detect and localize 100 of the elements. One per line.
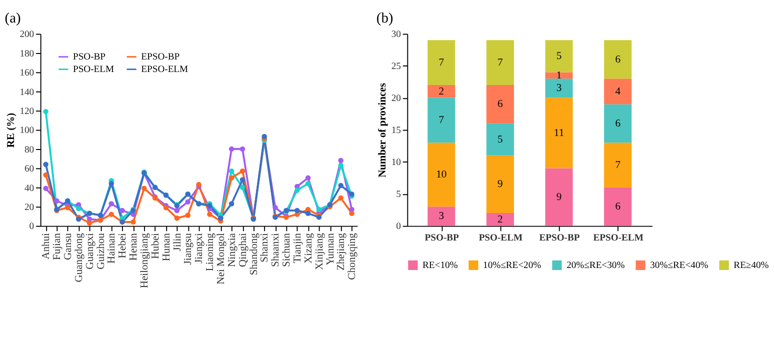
y-tick-label: 80 — [24, 144, 34, 156]
point — [130, 219, 136, 225]
x-tick-label: Nei Mongol — [216, 232, 227, 284]
y-tick-label: 140 — [20, 86, 34, 98]
x-tick-label: Jilin — [172, 232, 184, 252]
x-tick-label: Shanxi — [260, 232, 271, 262]
data-label: 7 — [438, 115, 444, 126]
point — [272, 204, 278, 210]
x-tick-label: Ningxia — [226, 232, 238, 268]
y-tick-label: 180 — [20, 48, 34, 60]
point — [108, 212, 114, 217]
x-tick-label: Guangxi — [84, 232, 96, 270]
point — [228, 168, 234, 174]
x-tick-label: Guizhou — [96, 232, 107, 270]
x-tick-label: Tianjin — [292, 232, 304, 264]
x-tick-label: Jiangsu — [183, 232, 194, 265]
point — [305, 180, 311, 186]
point — [294, 208, 300, 214]
point — [338, 195, 344, 201]
point — [185, 212, 190, 218]
point — [294, 188, 300, 193]
legend-label: RE<10% — [422, 260, 458, 272]
y-tick-label: 100 — [20, 125, 34, 136]
x-tick-label: Hubei — [150, 232, 162, 259]
x-tick-label: Hebei — [118, 232, 129, 258]
x-tick-label: PSO-ELM — [478, 232, 523, 244]
legend-label: 30%≤RE<40% — [650, 260, 708, 272]
x-tick-label: Chongqing — [347, 232, 358, 280]
bar — [428, 98, 456, 143]
bar — [428, 142, 456, 207]
bar — [545, 72, 573, 79]
chart-title: (b) — [376, 10, 394, 26]
x-tick-label: PSO-BP — [424, 232, 460, 244]
point — [174, 216, 180, 221]
legend-label: 20%≤RE<30% — [566, 260, 625, 272]
bar — [604, 78, 632, 104]
point — [120, 208, 125, 214]
data-label: 7 — [615, 160, 620, 171]
y-tick-label: 160 — [20, 68, 34, 79]
point — [76, 206, 82, 212]
x-tick-label: Sichuan — [282, 232, 293, 268]
point — [240, 184, 246, 190]
data-label: 6 — [615, 118, 620, 130]
y-tick-label: 5 — [396, 189, 402, 200]
bar — [604, 187, 632, 226]
point — [338, 158, 344, 164]
point — [338, 182, 344, 188]
point — [43, 162, 48, 168]
data-label: 7 — [498, 57, 503, 68]
data-label: 2 — [498, 214, 503, 226]
data-label: 7 — [438, 57, 444, 68]
bar — [545, 168, 573, 226]
point — [174, 208, 180, 214]
point — [108, 201, 114, 206]
x-tick-label: EPSO-ELM — [593, 232, 644, 244]
point — [228, 146, 234, 152]
y-tick-label: 30 — [391, 29, 402, 40]
legend-label: 10%≤RE<20% — [483, 260, 542, 272]
y-tick-label: 10 — [391, 157, 402, 168]
point — [305, 175, 311, 180]
x-tick-label: Hainan — [106, 232, 118, 264]
point — [43, 186, 48, 192]
data-label: 5 — [498, 134, 503, 146]
data-label: 6 — [615, 202, 620, 213]
x-tick-label: Yunnan — [325, 232, 336, 266]
y-tick-label: 0 — [396, 221, 402, 232]
point — [338, 162, 344, 168]
bar — [545, 40, 573, 72]
chart-title: (a) — [4, 10, 21, 26]
point — [108, 180, 114, 186]
x-tick-label: Xinjiang — [314, 232, 326, 270]
x-tick-label: Henan — [128, 232, 140, 261]
y-axis-title: Number of provinces — [378, 83, 389, 178]
y-tick-label: 25 — [391, 61, 402, 72]
x-tick-label: Hunan — [161, 232, 172, 262]
y-tick-label: 15 — [391, 125, 402, 136]
y-tick-label: 120 — [20, 106, 34, 117]
data-label: 3 — [438, 211, 444, 222]
bar — [428, 206, 456, 226]
point — [240, 146, 246, 152]
point — [240, 168, 246, 174]
data-label: 1 — [556, 70, 562, 82]
point — [316, 206, 322, 212]
bar — [486, 123, 514, 156]
point — [43, 108, 48, 114]
x-tick-label: Guangdong — [74, 232, 85, 282]
bar — [545, 98, 573, 168]
data-label: 3 — [556, 83, 562, 94]
point — [305, 210, 311, 216]
y-tick-label: 40 — [24, 182, 34, 194]
point — [43, 172, 48, 178]
point — [228, 175, 234, 180]
bar — [428, 40, 456, 85]
data-label: 11 — [554, 128, 564, 139]
point — [185, 199, 190, 204]
legend-label: EPSO-BP — [141, 52, 180, 63]
x-tick-label: Xizang — [303, 232, 314, 264]
x-tick-label: Shaanxi — [270, 232, 282, 268]
point — [228, 201, 234, 206]
data-label: 5 — [556, 51, 562, 62]
